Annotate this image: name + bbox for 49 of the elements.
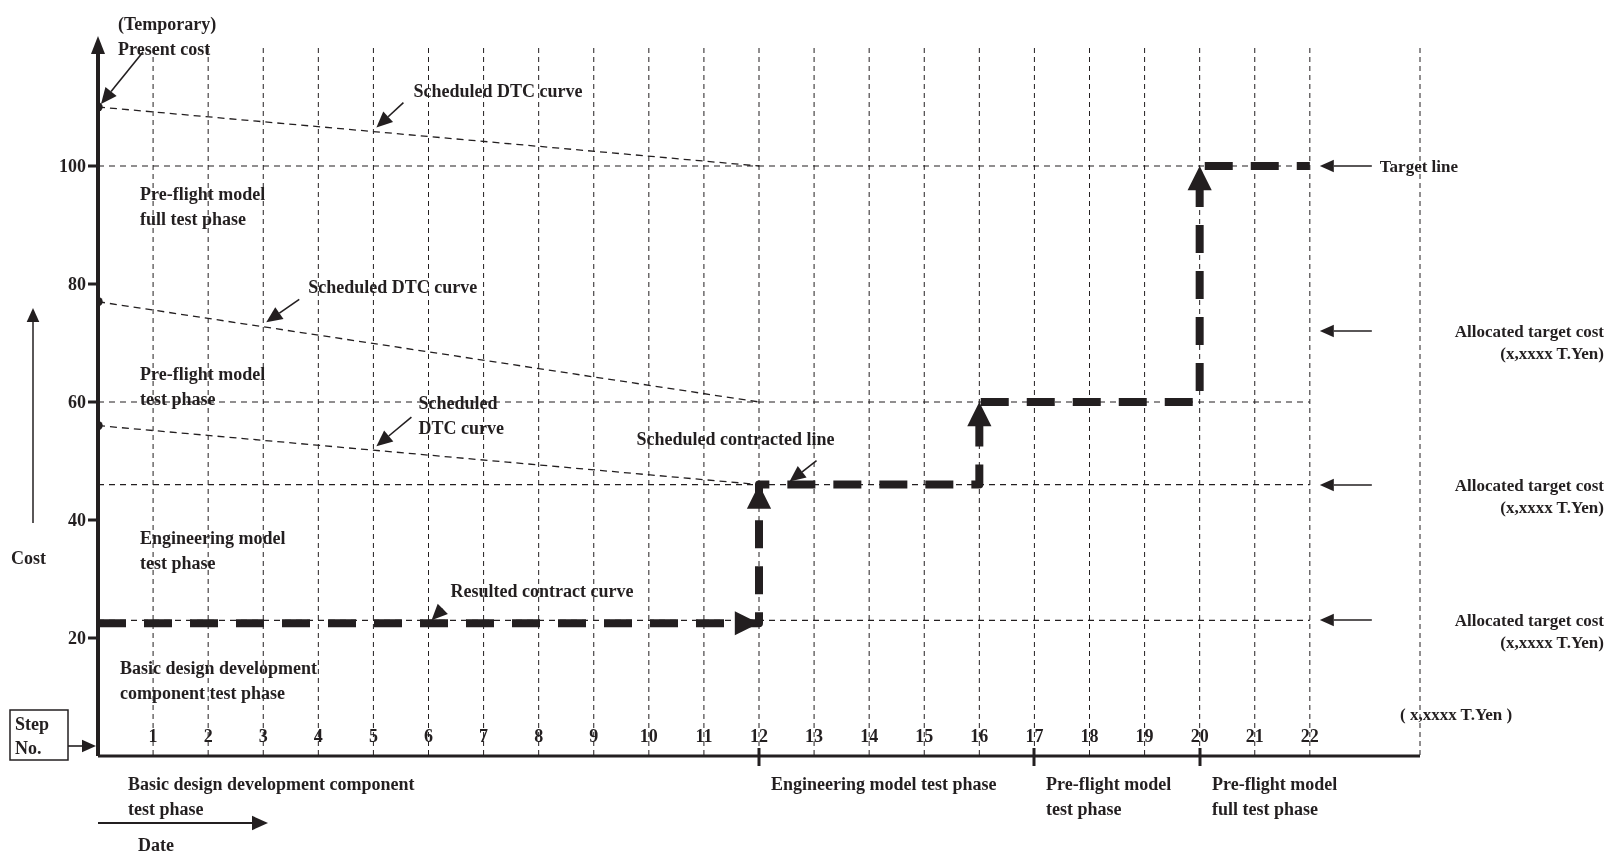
x-tick-label: 3 bbox=[258, 726, 268, 746]
x-tick-label: 2 bbox=[203, 726, 213, 746]
annotation: Pre-flight model full test phase bbox=[140, 184, 266, 229]
x-tick-label: 11 bbox=[695, 726, 713, 746]
x-tick-label: 8 bbox=[534, 726, 544, 746]
x-tick-label: 7 bbox=[479, 726, 489, 746]
annotation: (Temporary) Present cost bbox=[118, 14, 217, 59]
x-tick-label: 15 bbox=[915, 726, 934, 746]
x-tick-label: 22 bbox=[1300, 726, 1319, 746]
text: Engineering model test phase bbox=[771, 774, 997, 794]
x-tick-label: 1 bbox=[148, 726, 158, 746]
annotation: Basic design development component test phase bbox=[120, 658, 318, 703]
text: Pre-flight model full test phase bbox=[1212, 774, 1338, 819]
text: Step No. bbox=[15, 714, 50, 758]
y-tick-label: 40 bbox=[68, 510, 86, 531]
y-tick-label: 60 bbox=[68, 392, 86, 413]
x-tick-label: 21 bbox=[1245, 726, 1264, 746]
annotation: Scheduled DTC curve bbox=[413, 80, 583, 101]
text: Pre-flight model test phase bbox=[1046, 774, 1172, 819]
annotation: Scheduled contracted line bbox=[636, 428, 835, 449]
annotation: Target line bbox=[1379, 157, 1459, 176]
text: Allocated target cost (x,xxxx T.Yen) bbox=[1454, 322, 1605, 363]
x-tick-label: 14 bbox=[860, 726, 879, 746]
x-tick-label: 20 bbox=[1190, 726, 1209, 746]
y-tick-label: 100 bbox=[59, 156, 86, 177]
x-tick-label: 17 bbox=[1025, 726, 1044, 746]
x-tick-label: 5 bbox=[368, 726, 378, 746]
annotation: Pre-flight model test phase bbox=[140, 364, 266, 409]
annotation: Engineering model test phase bbox=[140, 528, 286, 573]
annotation: Resulted contract curve bbox=[450, 581, 634, 602]
annotation: Scheduled DTC curve bbox=[308, 277, 478, 298]
text: Allocated target cost (x,xxxx T.Yen) bbox=[1454, 476, 1605, 517]
y-tick-label: 80 bbox=[68, 274, 86, 295]
y-axis-title: Cost bbox=[11, 548, 46, 568]
x-tick-label: 18 bbox=[1080, 726, 1099, 746]
x-tick-label: 16 bbox=[970, 726, 989, 746]
x-tick-label: 19 bbox=[1135, 726, 1154, 746]
x-tick-label: 12 bbox=[750, 726, 768, 746]
x-tick-label: 9 bbox=[589, 726, 599, 746]
x-tick-label: 13 bbox=[805, 726, 824, 746]
x-axis-title: ( x,xxxx T.Yen ) bbox=[1400, 705, 1513, 724]
text: Allocated target cost (x,xxxx T.Yen) bbox=[1454, 611, 1605, 652]
annotation: Scheduled DTC curve bbox=[418, 393, 504, 439]
text: Basic design development component test phase bbox=[128, 774, 415, 819]
y-tick-label: 20 bbox=[68, 628, 86, 649]
x-tick-label: 6 bbox=[424, 726, 433, 746]
text: Date bbox=[138, 835, 174, 855]
x-tick-label: 4 bbox=[313, 726, 323, 746]
x-tick-label: 10 bbox=[639, 726, 658, 746]
